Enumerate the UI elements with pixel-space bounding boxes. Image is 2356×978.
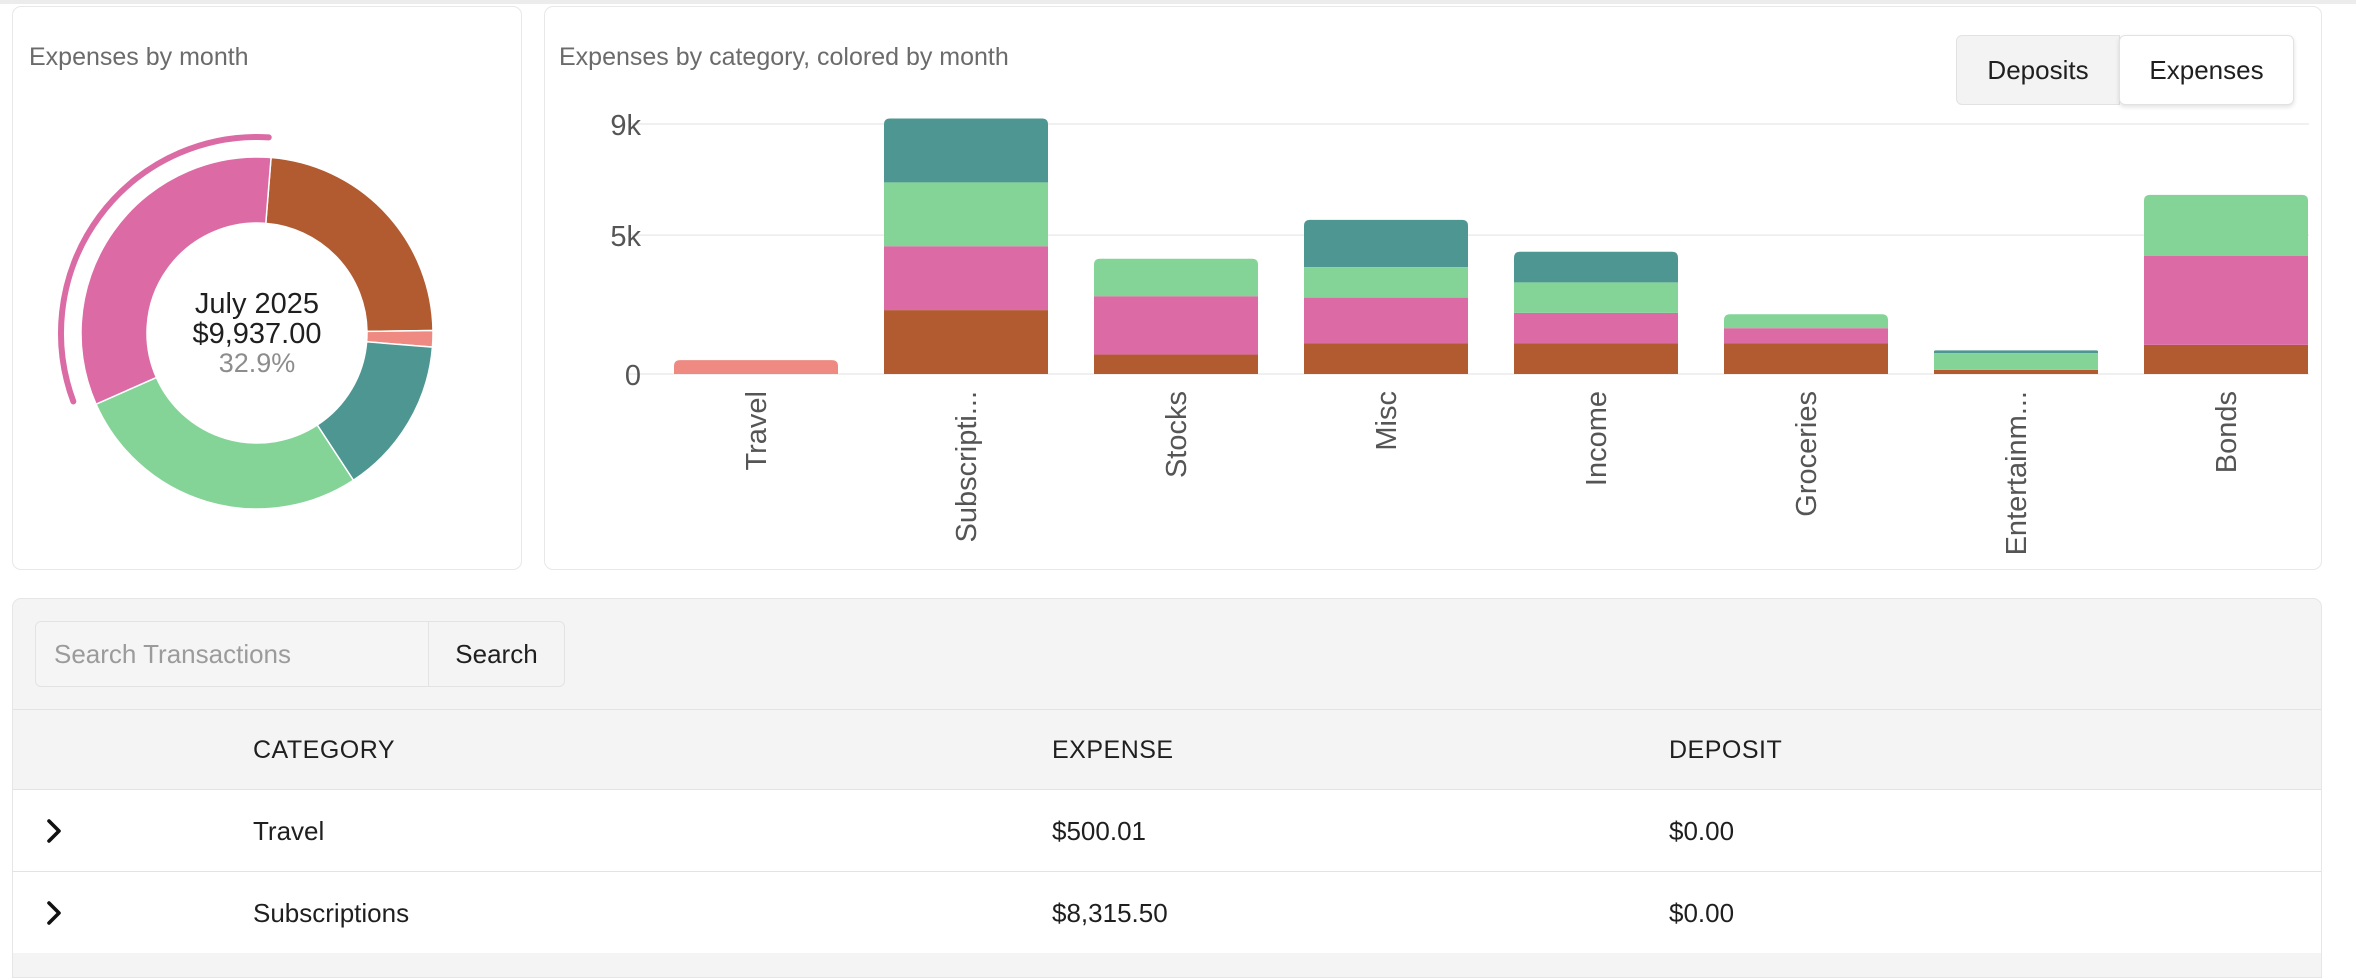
deposits-toggle-button[interactable]: Deposits (1956, 35, 2120, 105)
expenses-by-category-card: Expenses by category, colored by month D… (544, 6, 2322, 570)
chevron-right-icon[interactable] (39, 898, 69, 928)
chart-gridlines (629, 123, 2309, 375)
x-tick-label: Subscripti... (951, 391, 983, 543)
search-button[interactable]: Search (428, 621, 565, 687)
bar-segment[interactable] (884, 310, 1048, 374)
bar-segment[interactable] (674, 360, 838, 374)
bar-segment[interactable] (1934, 350, 2098, 354)
row-deposit: $0.00 (1669, 898, 1735, 928)
y-tick-label: 9k (610, 110, 641, 142)
chart-bars (674, 118, 2308, 374)
bar-segment[interactable] (2144, 344, 2308, 374)
expenses-by-month-donut: July 2025 $9,937.00 32.9% (58, 134, 434, 510)
donut-hole (147, 223, 367, 443)
row-expense: $8,315.50 (1052, 898, 1168, 928)
column-header-expense[interactable]: EXPENSE (1052, 736, 1174, 764)
x-tick-label: Misc (1371, 391, 1403, 451)
y-tick-label: 5k (610, 221, 641, 253)
bar-segment[interactable] (1934, 369, 2098, 374)
top-divider (0, 0, 2356, 4)
search-transactions-input[interactable] (35, 621, 429, 687)
table-header: CATEGORY EXPENSE DEPOSIT (13, 709, 2321, 789)
donut-slices (80, 156, 434, 510)
y-tick-label: 0 (625, 360, 641, 392)
row-deposit: $0.00 (1669, 816, 1735, 846)
x-tick-label: Income (1581, 391, 1613, 486)
bar-chart-title: Expenses by category, colored by month (559, 43, 1009, 71)
x-axis-ticks: Travel Subscripti... Stocks Misc Income Groce… (741, 391, 2243, 555)
expenses-by-category-chart: 0 5k 9k Travel Subscripti... Stocks Misc Incom… (610, 110, 2309, 555)
bar-segment[interactable] (1724, 328, 1888, 344)
donut-center-amount: $9,937.00 (192, 318, 321, 350)
table-row[interactable]: Subscriptions $8,315.50 $0.00 (13, 871, 2321, 953)
bar-segment[interactable] (1724, 314, 1888, 329)
expenses-by-month-card: Expenses by month July 2025 $9,937.00 32… (12, 6, 522, 570)
x-tick-label: Groceries (1791, 391, 1823, 517)
bar-segment[interactable] (1094, 354, 1258, 374)
expenses-toggle-button[interactable]: Expenses (2119, 35, 2294, 105)
bar-segment[interactable] (1514, 282, 1678, 313)
bar-segment[interactable] (884, 246, 1048, 311)
transactions-panel: Search CATEGORY EXPENSE DEPOSIT Travel $… (12, 598, 2322, 978)
row-category: Subscriptions (253, 898, 410, 928)
x-tick-label: Stocks (1161, 391, 1193, 478)
bar-segment[interactable] (884, 118, 1048, 183)
donut-center-month: July 2025 (195, 288, 319, 320)
bar-segment[interactable] (1304, 267, 1468, 298)
row-category: Travel (253, 816, 325, 846)
bar-segment[interactable] (1304, 343, 1468, 374)
bar-segment[interactable] (1514, 343, 1678, 374)
bar-segment[interactable] (884, 182, 1048, 247)
bar-segment[interactable] (1514, 312, 1678, 344)
bar-segment[interactable] (1094, 258, 1258, 297)
donut-center-percent: 32.9% (219, 348, 296, 378)
table-row[interactable]: Travel $500.01 $0.00 (13, 789, 2321, 871)
bar-segment[interactable] (1934, 353, 2098, 370)
x-tick-label: Entertainm... (2001, 391, 2033, 555)
chevron-right-icon[interactable] (39, 816, 69, 846)
bar-segment[interactable] (1724, 343, 1888, 374)
bar-segment[interactable] (1094, 296, 1258, 355)
x-tick-label: Bonds (2211, 391, 2243, 473)
donut-highlight-arc (58, 134, 272, 405)
donut-title: Expenses by month (29, 43, 249, 71)
bar-segment[interactable] (2144, 194, 2308, 256)
x-tick-label: Travel (741, 391, 773, 471)
bar-segment[interactable] (1304, 219, 1468, 268)
column-header-category[interactable]: CATEGORY (253, 736, 395, 764)
column-header-deposit[interactable]: DEPOSIT (1669, 736, 1783, 764)
bar-segment[interactable] (1304, 297, 1468, 344)
bar-segment[interactable] (2144, 255, 2308, 345)
donut-slice[interactable] (80, 156, 272, 406)
y-axis-ticks: 0 5k 9k (610, 110, 641, 392)
bar-segment[interactable] (1514, 251, 1678, 283)
row-expense: $500.01 (1052, 816, 1146, 846)
